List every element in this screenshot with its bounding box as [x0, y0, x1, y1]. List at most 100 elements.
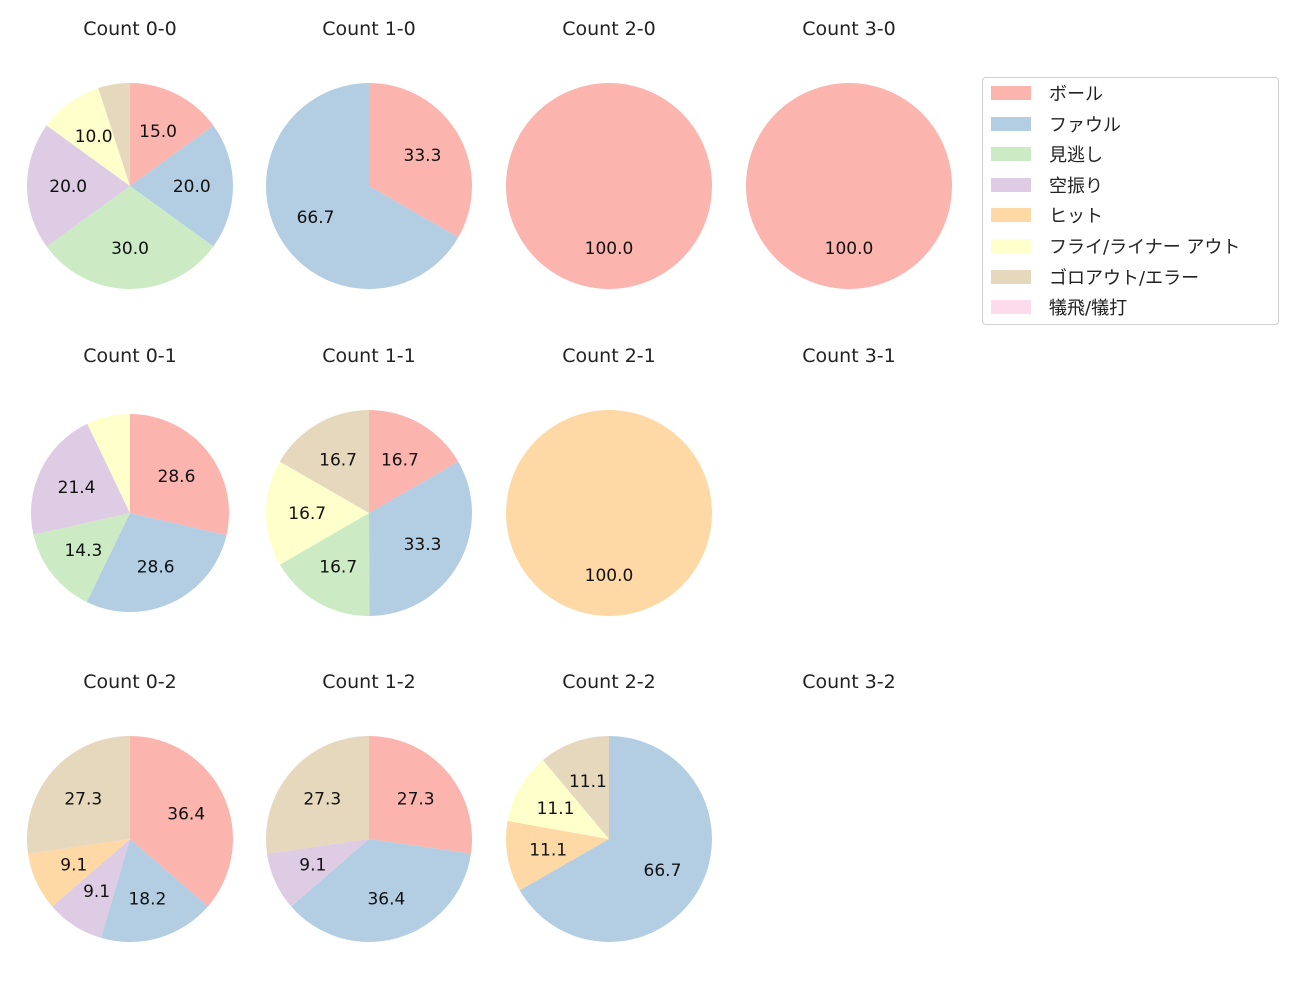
slice-label: 15.0	[139, 122, 177, 142]
pie-slice-2	[33, 513, 130, 603]
pie-count-0-2: Count 0-2 36.4 18.2 9.1 9.1 27.3	[26, 671, 234, 942]
pie-title: Count 0-2	[83, 671, 177, 693]
pie-count-3-2: Count 3-2	[802, 671, 896, 693]
pie-slice-0	[369, 410, 459, 513]
pie-title: Count 0-1	[83, 345, 177, 367]
pie-slice-0	[130, 414, 229, 536]
pie-slice-5	[507, 760, 609, 839]
legend-item: ヒット	[991, 205, 1103, 228]
slice-label: 33.3	[404, 535, 442, 555]
legend-item: 見逃し	[991, 144, 1103, 167]
pie-slice-0	[130, 83, 214, 186]
pie-slice-3	[27, 125, 131, 247]
pie-slice-2	[46, 186, 214, 290]
pie-slice-6	[279, 410, 369, 513]
slice-label: 16.7	[288, 504, 326, 524]
pie-title: Count 2-2	[562, 671, 656, 693]
legend: ボールファウル見逃し空振りヒットフライ/ライナー アウト ゴロアウト/エラー 犠飛/…	[982, 77, 1279, 325]
pie-count-1-1: Count 1-1 16.7 33.3 16.7 16.7 16.7	[266, 345, 473, 617]
slice-label: 21.4	[58, 478, 96, 498]
pie-slice-1	[86, 513, 227, 612]
pie-count-1-0: Count 1-0 33.3 66.7	[266, 18, 472, 290]
legend-item: ゴロアウト/エラー	[991, 267, 1200, 289]
pie-slice-1	[266, 83, 459, 290]
pie-count-1-2: Count 1-2 27.3 36.4 9.1 27.3	[266, 671, 472, 942]
pie-slice-6	[266, 736, 369, 854]
pie-slice-4	[506, 410, 712, 616]
pie-title: Count 3-1	[802, 345, 896, 367]
slice-label: 30.0	[111, 239, 149, 259]
pie-count-2-1: Count 2-1 100.0	[506, 345, 712, 616]
pie-slice-5	[87, 414, 130, 513]
pie-slice-1	[291, 839, 471, 942]
pie-title: Count 2-1	[562, 345, 656, 367]
slice-label: 27.3	[397, 790, 435, 810]
pie-count-0-0: Count 0-0 15.0 20.0 30.0 20.0 10.0	[27, 18, 234, 290]
legend-label: ボール	[1049, 84, 1103, 105]
slice-label: 28.6	[158, 467, 196, 487]
pie-title: Count 3-2	[802, 671, 896, 693]
slice-label: 27.3	[64, 790, 102, 810]
legend-swatch	[991, 208, 1031, 223]
legend-label: 犠飛/犠打	[1049, 298, 1128, 320]
pie-slice-6	[542, 736, 609, 839]
legend-label: ヒット	[1049, 206, 1103, 228]
pie-slice-4	[506, 820, 609, 891]
slice-label: 100.0	[585, 239, 634, 259]
pie-slice-0	[369, 83, 472, 238]
pie-slice-6	[98, 83, 130, 186]
pie-slice-1	[100, 839, 208, 942]
pie-slice-0	[130, 736, 234, 907]
legend-item: フライ/ライナー アウト	[991, 236, 1241, 258]
legend-swatch	[991, 147, 1031, 162]
legend-label: ゴロアウト/エラー	[1049, 267, 1200, 289]
slice-label: 9.1	[299, 856, 326, 876]
legend-swatch	[991, 116, 1031, 131]
legend-label: フライ/ライナー アウト	[1049, 237, 1241, 258]
slice-label: 66.7	[297, 208, 335, 228]
pie-slice-5	[46, 88, 130, 186]
pie-count-3-1: Count 3-1	[802, 345, 896, 367]
slice-label: 11.1	[529, 841, 567, 861]
slice-label: 66.7	[644, 861, 682, 881]
slice-label: 36.4	[367, 889, 405, 909]
slice-label: 33.3	[404, 146, 442, 166]
pie-slice-3	[52, 839, 131, 938]
slice-label: 18.2	[128, 889, 166, 909]
pie-slice-1	[130, 125, 234, 247]
pie-slice-5	[266, 461, 369, 565]
pie-slice-4	[28, 839, 130, 907]
pie-slice-1	[519, 736, 712, 942]
pie-count-2-2: Count 2-2 66.7 11.1 11.1 11.1	[506, 671, 712, 942]
pie-count-0-1: Count 0-1 28.6 28.6 14.3 21.4	[30, 345, 229, 612]
slice-label: 9.1	[60, 856, 87, 876]
slice-label: 20.0	[49, 177, 87, 197]
legend-item: ファウル	[991, 114, 1121, 136]
pie-title: Count 1-1	[322, 345, 416, 367]
legend-item: 空振り	[991, 175, 1103, 197]
pie-slice-0	[506, 83, 712, 289]
pie-count-2-0: Count 2-0 100.0	[506, 18, 712, 289]
pie-title: Count 1-2	[322, 671, 416, 693]
legend-swatch	[991, 269, 1031, 284]
pie-slice-6	[26, 736, 130, 854]
slice-label: 27.3	[303, 790, 341, 810]
slice-label: 14.3	[64, 541, 102, 561]
slice-label: 36.4	[167, 804, 205, 824]
slice-label: 100.0	[825, 239, 874, 259]
slice-label: 16.7	[319, 450, 357, 470]
slice-label: 16.7	[319, 558, 357, 578]
legend-item: 犠飛/犠打	[991, 297, 1128, 320]
slice-label: 20.0	[173, 177, 211, 197]
pie-title: Count 1-0	[322, 18, 416, 40]
legend-swatch	[991, 177, 1031, 192]
pie-slice-0	[369, 736, 472, 854]
pie-title: Count 2-0	[562, 18, 656, 40]
slice-label: 100.0	[585, 566, 634, 586]
legend-swatch	[991, 86, 1031, 100]
pie-slice-3	[30, 423, 130, 535]
slice-label: 11.1	[537, 799, 575, 819]
pie-slice-1	[369, 461, 473, 616]
legend-label: 見逃し	[1049, 145, 1103, 167]
